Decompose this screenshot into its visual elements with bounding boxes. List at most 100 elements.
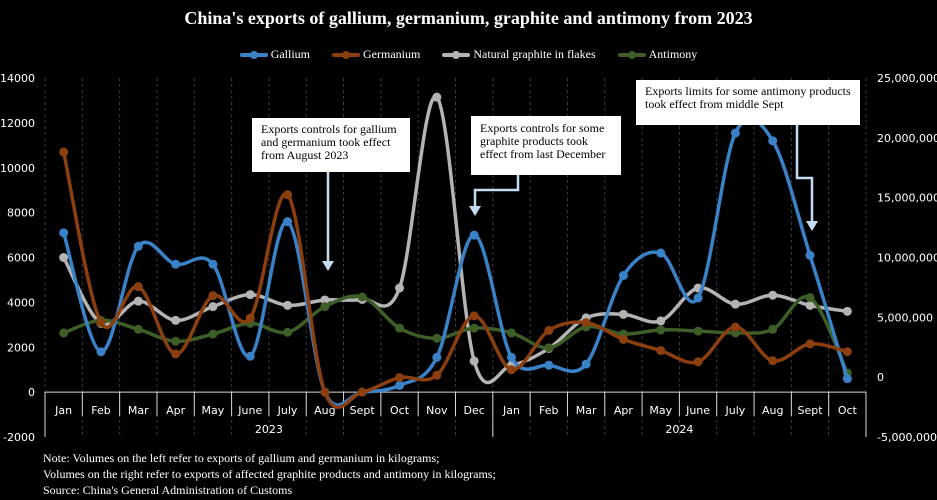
data-point bbox=[693, 357, 703, 367]
x-tick-label: May bbox=[202, 404, 225, 417]
annotation-line: graphite products took bbox=[480, 134, 588, 148]
data-point bbox=[59, 228, 69, 238]
x-tick-label: May bbox=[649, 404, 672, 417]
right-axis-tick-label: 20,000,000 bbox=[877, 132, 937, 145]
left-axis-tick-label: -2000 bbox=[3, 431, 35, 444]
annotation-graphite: Exports controls for some graphite produ… bbox=[471, 116, 621, 175]
series-line bbox=[61, 117, 850, 407]
right-axis-tick-label: 0 bbox=[877, 371, 884, 384]
data-point bbox=[432, 370, 442, 380]
data-point bbox=[283, 300, 293, 310]
data-point bbox=[842, 374, 852, 384]
data-point bbox=[656, 325, 666, 335]
x-tick-label: June bbox=[685, 404, 710, 417]
data-point bbox=[768, 136, 778, 146]
data-point bbox=[283, 217, 293, 227]
x-tick-label: Oct bbox=[390, 404, 410, 417]
legend-label: Antimony bbox=[648, 47, 698, 61]
x-tick-label: Feb bbox=[91, 404, 110, 417]
annotation-line: took effect from middle Sept bbox=[645, 97, 784, 111]
data-point bbox=[581, 359, 591, 369]
data-point bbox=[544, 360, 554, 370]
data-point bbox=[59, 253, 69, 262]
legend-label: Natural graphite in flakes bbox=[473, 47, 596, 61]
x-tick-label: Feb bbox=[539, 404, 558, 417]
legend-item-graphite[interactable]: Natural graphite in flakes bbox=[442, 47, 596, 62]
x-tick-label: Apr bbox=[614, 404, 634, 417]
x-tick-label: Jan bbox=[54, 404, 72, 417]
data-point bbox=[395, 373, 405, 383]
x-tick-label: July bbox=[277, 404, 298, 417]
annotation-gallium-germanium: Exports controls for gallium and germani… bbox=[252, 118, 410, 172]
right-axis-tick-label: -5,000,000 bbox=[877, 431, 937, 444]
data-point bbox=[805, 293, 815, 303]
legend: Gallium Germanium Natural graphite in fl… bbox=[0, 47, 937, 62]
data-point bbox=[59, 328, 69, 338]
note-line: Volumes on the right refer to exports of… bbox=[43, 467, 496, 481]
left-axis-tick-label: 12000 bbox=[0, 117, 35, 130]
legend-label: Germanium bbox=[363, 47, 421, 61]
x-tick-label: Apr bbox=[166, 404, 186, 417]
data-point bbox=[805, 250, 815, 260]
legend-swatch-graphite bbox=[442, 50, 471, 59]
chart-title: China's exports of gallium, germanium, g… bbox=[184, 8, 753, 28]
data-point bbox=[469, 230, 479, 240]
data-point bbox=[842, 306, 852, 316]
annotation-antimony: Exports limits for some antimony product… bbox=[636, 80, 860, 125]
legend-label: Gallium bbox=[270, 47, 311, 61]
x-tick-label: Aug bbox=[314, 404, 335, 417]
data-point bbox=[506, 328, 516, 338]
data-point bbox=[208, 291, 218, 301]
data-point bbox=[842, 347, 852, 357]
left-axis-tick-label: 4000 bbox=[7, 296, 35, 309]
data-point bbox=[395, 283, 405, 293]
data-point bbox=[768, 290, 778, 300]
annotation-line: from August 2023 bbox=[261, 148, 349, 162]
x-tick-label: June bbox=[237, 404, 262, 417]
data-point bbox=[395, 323, 405, 333]
legend-item-gallium[interactable]: Gallium bbox=[239, 47, 311, 62]
legend-item-germanium[interactable]: Germanium bbox=[332, 47, 420, 62]
left-axis-tick-label: 6000 bbox=[7, 252, 35, 265]
left-axis-tick-label: 10000 bbox=[0, 162, 35, 175]
data-point bbox=[171, 349, 181, 359]
data-point bbox=[432, 333, 442, 343]
x-tick-label: July bbox=[724, 404, 745, 417]
note-line: Source: China's General Administration o… bbox=[43, 483, 293, 497]
data-point bbox=[469, 311, 479, 321]
data-point bbox=[208, 329, 218, 339]
data-point bbox=[618, 334, 628, 344]
data-point bbox=[245, 313, 255, 323]
data-point bbox=[506, 365, 516, 375]
x-tick-label: Aug bbox=[762, 404, 783, 417]
data-point bbox=[469, 323, 479, 333]
legend-swatch-antimony bbox=[617, 50, 646, 59]
x-tick-label: Mar bbox=[576, 404, 597, 417]
data-point bbox=[693, 326, 703, 336]
legend-swatch-germanium bbox=[332, 50, 361, 59]
data-point bbox=[469, 356, 479, 366]
data-point bbox=[320, 302, 330, 312]
data-point bbox=[245, 351, 255, 361]
data-point bbox=[283, 190, 293, 200]
data-point bbox=[171, 259, 181, 269]
data-point bbox=[693, 293, 703, 303]
data-point bbox=[618, 270, 628, 280]
data-point bbox=[805, 300, 815, 310]
data-point bbox=[395, 380, 405, 390]
series-germanium bbox=[59, 147, 852, 410]
annotation-line: Exports limits for some antimony product… bbox=[645, 84, 851, 98]
arrow-head-icon bbox=[322, 261, 334, 271]
arrow-head-icon bbox=[806, 221, 818, 231]
legend-item-antimony[interactable]: Antimony bbox=[617, 47, 698, 62]
left-axis-tick-label: 8000 bbox=[7, 207, 35, 220]
annotation-arrow-line bbox=[473, 175, 520, 207]
annotation-arrow-line bbox=[795, 125, 814, 222]
x-tick-label: Sept bbox=[350, 404, 376, 417]
data-point bbox=[283, 327, 293, 337]
data-point bbox=[320, 295, 330, 305]
series-gallium bbox=[59, 117, 852, 407]
x-tick-label: Jan bbox=[502, 404, 520, 417]
data-point bbox=[618, 309, 628, 319]
annotation-line: and germanium took effect bbox=[261, 135, 391, 149]
